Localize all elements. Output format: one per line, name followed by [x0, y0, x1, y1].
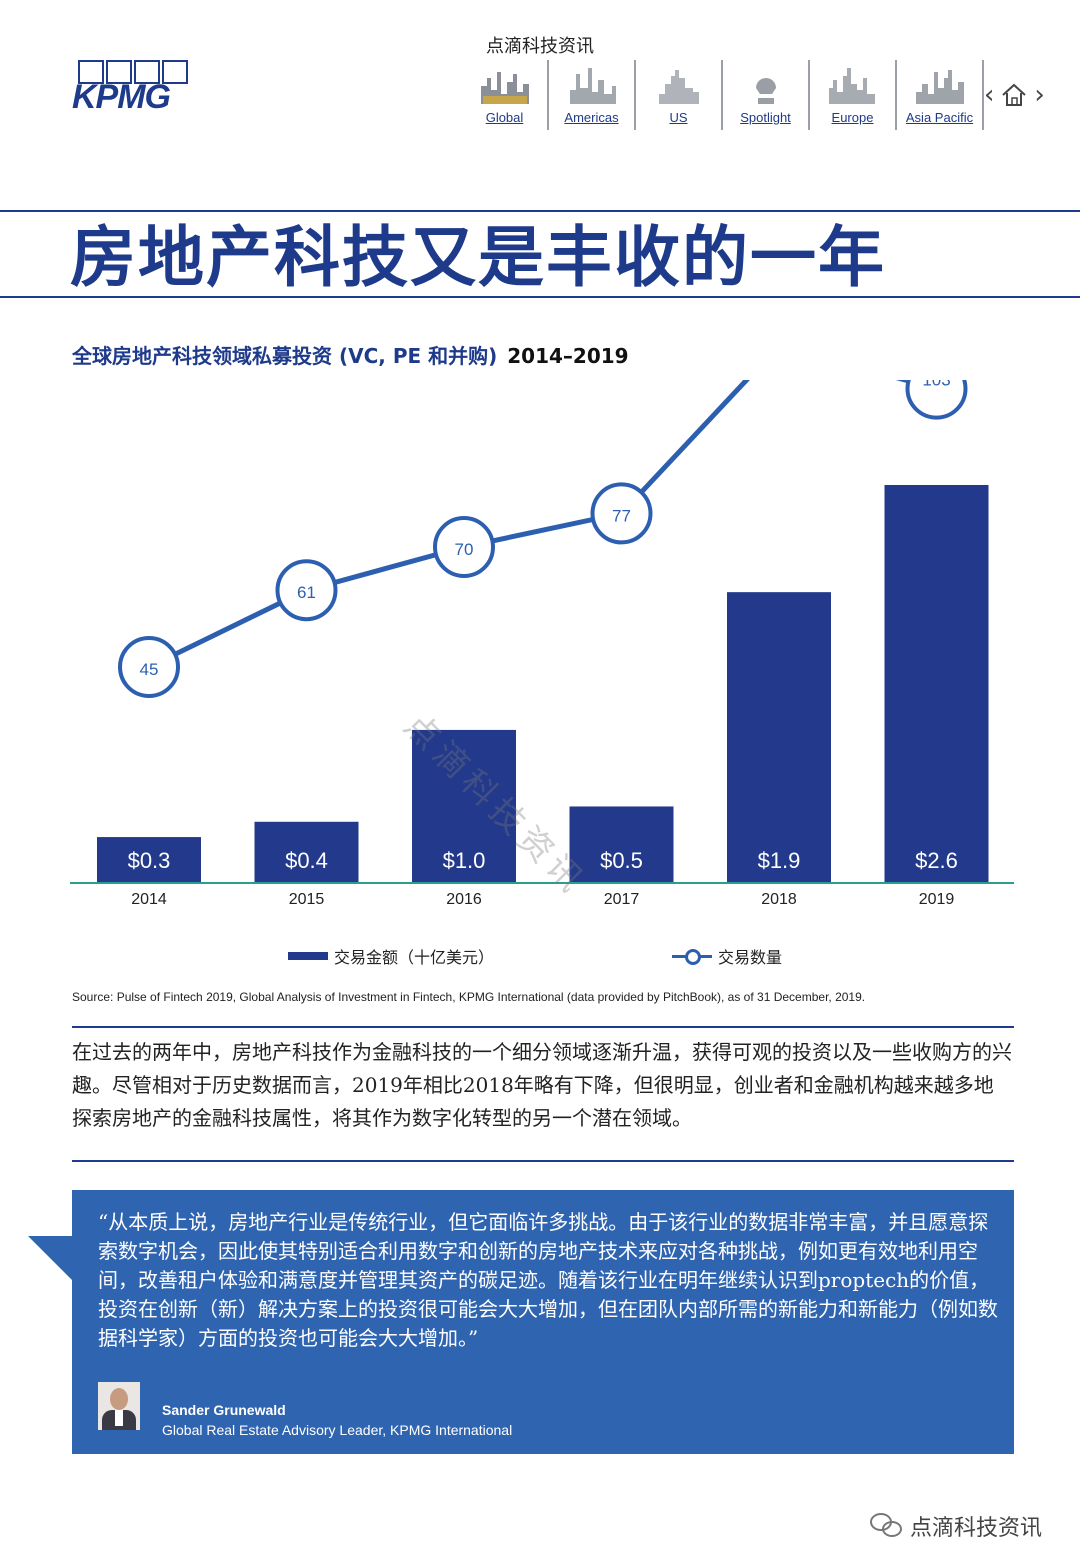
source-note: Source: Pulse of Fintech 2019, Global An…: [72, 990, 866, 1004]
nav-item-label: Europe: [831, 110, 874, 125]
bar-label-2017: $0.5: [600, 848, 643, 873]
bar-2018: [727, 592, 831, 883]
headline-rule-bottom: [0, 296, 1080, 298]
quote-text: “从本质上说，房地产行业是传统行业，但它面临许多挑战。由于该行业的数据非常丰富，…: [98, 1210, 998, 1350]
line-label-2019: 103: [922, 380, 950, 390]
legend-line-series: 交易数量: [672, 944, 782, 968]
global-skyline-icon: [480, 72, 529, 104]
nav-item-label: US: [669, 110, 688, 125]
nav-item-label: Global: [485, 110, 524, 125]
quote-author-role: Global Real Estate Advisory Leader, KPMG…: [162, 1422, 513, 1438]
quote-pointer: [28, 1236, 74, 1282]
chart-title: 全球房地产科技领域私募投资 (VC, PE 和并购) 2014–2019: [72, 340, 629, 369]
line-label-2014: 45: [140, 660, 159, 679]
chart-title-main: 全球房地产科技领域私募投资 (VC, PE 和并购): [72, 344, 498, 368]
quote-callout: “从本质上说，房地产行业是传统行业，但它面临许多挑战。由于该行业的数据非常丰富，…: [72, 1190, 1014, 1454]
x-tick-2016: 2016: [446, 891, 482, 908]
legend-line-marker-icon: [672, 949, 712, 965]
bar-2014: [97, 837, 201, 883]
spotlight-icon: [755, 77, 776, 104]
europe-skyline-icon: [828, 68, 875, 104]
line-point-2015: [275, 559, 338, 622]
body-paragraph: 在过去的两年中，房地产科技作为金融科技的一个细分领域逐渐升温，获得可观的投资以及…: [72, 1040, 1012, 1130]
bar-label-2014: $0.3: [128, 848, 171, 873]
legend-bar-series: 交易金额（十亿美元）: [288, 944, 494, 968]
logo-wordmark: KPMG: [72, 78, 171, 116]
nav-item-label: Americas: [564, 110, 619, 125]
chart-title-years: 2014–2019: [507, 344, 629, 368]
legend-bar-label: 交易金额（十亿美元）: [334, 948, 495, 967]
wechat-icon: [869, 1513, 904, 1539]
investment-chart: $0.3 2014 $0.4 2015 $1.0 2016 $0.5 2017 $1.9 2018…: [70, 380, 1014, 908]
line-point-2017: [590, 482, 653, 545]
footer-watermark-text: 点滴科技资讯: [909, 1516, 1042, 1541]
kpmg-logo[interactable]: KPMG: [72, 60, 192, 116]
logo-boxes-icon: [78, 60, 188, 84]
bar-2016: [412, 729, 516, 883]
page-caption: 点滴科技资讯: [486, 36, 594, 57]
bar-2017: [569, 806, 674, 883]
nav-item-label: Spotlight: [740, 110, 791, 125]
nav-item-global[interactable]: Global: [462, 60, 549, 130]
nav-controls: ‹ ›: [984, 80, 1045, 110]
nav-item-europe[interactable]: Europe: [810, 60, 897, 130]
nav-item-us[interactable]: US: [636, 60, 723, 130]
us-skyline-icon: [658, 70, 699, 104]
legend-line-label: 交易数量: [718, 948, 783, 967]
nav-item-asia-pacific[interactable]: Asia Pacific: [897, 60, 984, 130]
x-tick-2018: 2018: [761, 891, 797, 908]
next-page-icon[interactable]: ›: [1034, 80, 1045, 110]
bar-label-2018: $1.9: [758, 848, 801, 873]
x-tick-2019: 2019: [919, 891, 955, 908]
bar-label-2016: $1.0: [443, 848, 486, 873]
asia-pacific-skyline-icon: [915, 70, 964, 104]
bar-label-2015: $0.4: [285, 848, 328, 873]
line-point-2014: [118, 636, 180, 698]
nav-item-americas[interactable]: Americas: [549, 60, 636, 130]
region-nav: Global Americas US Spotlight Europe Asia Paci…: [462, 60, 984, 132]
nav-item-label: Asia Pacific: [905, 110, 974, 125]
line-label-2016: 70: [455, 540, 474, 559]
line-label-2015: 61: [297, 583, 316, 602]
x-tick-2015: 2015: [289, 891, 325, 908]
prev-page-icon[interactable]: ‹: [984, 80, 995, 110]
avatar: [98, 1382, 140, 1430]
footer-watermark: 点滴科技资讯: [869, 1510, 1042, 1542]
page-title: 房地产科技又是丰收的一年: [70, 219, 886, 296]
headline-rule-top: [0, 210, 1080, 212]
bar-2019: [884, 485, 989, 883]
bar-label-2019: $2.6: [915, 848, 958, 873]
x-tick-2017: 2017: [604, 891, 640, 908]
quote-author-name: Sander Grunewald: [162, 1402, 286, 1418]
x-tick-2014: 2014: [131, 891, 167, 908]
bar-2015: [254, 821, 359, 883]
line-point-2019: [905, 380, 968, 420]
body-rule-bottom: [72, 1160, 1014, 1162]
body-rule-top: [72, 1026, 1014, 1028]
home-icon[interactable]: [1000, 82, 1028, 108]
legend-bar-swatch: [288, 952, 328, 960]
nav-item-spotlight[interactable]: Spotlight: [723, 60, 810, 130]
line-point-2016: [433, 516, 495, 578]
americas-skyline-icon: [569, 68, 616, 104]
line-label-2017: 77: [612, 506, 631, 525]
